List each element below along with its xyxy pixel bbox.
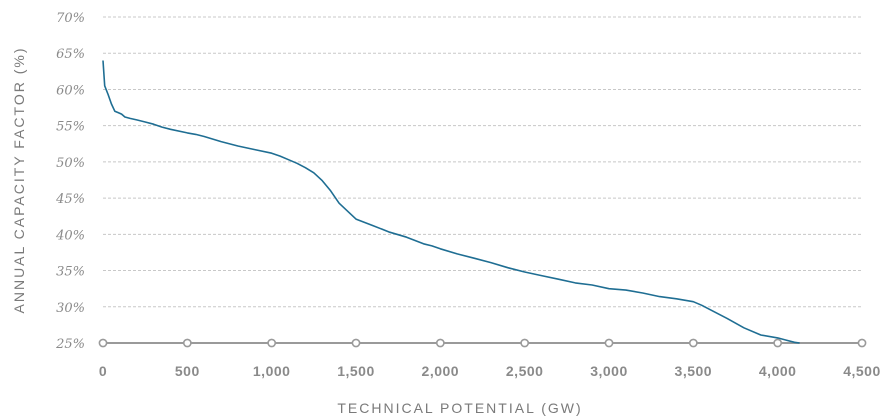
- x-tick-label: 4,000: [759, 363, 797, 379]
- y-tick-label: 45%: [55, 192, 85, 207]
- x-tick-label: 0: [99, 363, 107, 379]
- x-tick-marker: [604, 338, 614, 348]
- gridlines: [103, 16, 862, 308]
- x-tick-marker: [267, 338, 277, 348]
- series-line: [102, 60, 800, 344]
- x-tick-label: 2,000: [422, 363, 460, 379]
- x-tick-marker: [182, 338, 192, 348]
- x-tick-marker: [98, 338, 108, 348]
- x-tick-marker: [857, 338, 867, 348]
- x-tick-marker: [351, 338, 361, 348]
- y-tick-labels: 25% 30% 35% 40% 45% 50% 55% 60% 65% 70%: [55, 11, 85, 352]
- x-tick-label: 2,500: [506, 363, 544, 379]
- y-tick-label: 25%: [55, 337, 85, 352]
- y-tick-label: 60%: [56, 83, 85, 98]
- y-tick-label: 40%: [55, 228, 85, 243]
- y-tick-label: 70%: [56, 11, 85, 26]
- x-tick-labels: 0 500 1,000 1,500 2,000 2,500 3,000 3,500 4,000 4…: [99, 363, 881, 379]
- x-axis: [98, 338, 867, 348]
- x-tick-label: 3,500: [675, 363, 713, 379]
- x-tick-marker: [773, 338, 783, 348]
- x-axis-title: TECHNICAL POTENTIAL (GW): [337, 400, 582, 416]
- y-tick-label: 50%: [56, 156, 85, 171]
- x-tick-marker: [520, 338, 530, 348]
- x-tick-label: 1,500: [337, 363, 375, 379]
- y-tick-label: 30%: [56, 301, 85, 316]
- x-tick-label: 1,000: [253, 363, 291, 379]
- series-lines: [102, 60, 800, 344]
- y-tick-label: 35%: [56, 265, 85, 280]
- y-tick-label: 65%: [56, 47, 85, 62]
- y-axis-title: ANNUAL CAPACITY FACTOR (%): [11, 47, 27, 314]
- x-tick-label: 4,500: [843, 363, 881, 379]
- x-tick-marker: [435, 338, 445, 348]
- x-tick-label: 3,000: [590, 363, 628, 379]
- y-tick-label: 55%: [56, 120, 85, 135]
- x-tick-label: 500: [175, 363, 200, 379]
- x-tick-marker: [688, 338, 698, 348]
